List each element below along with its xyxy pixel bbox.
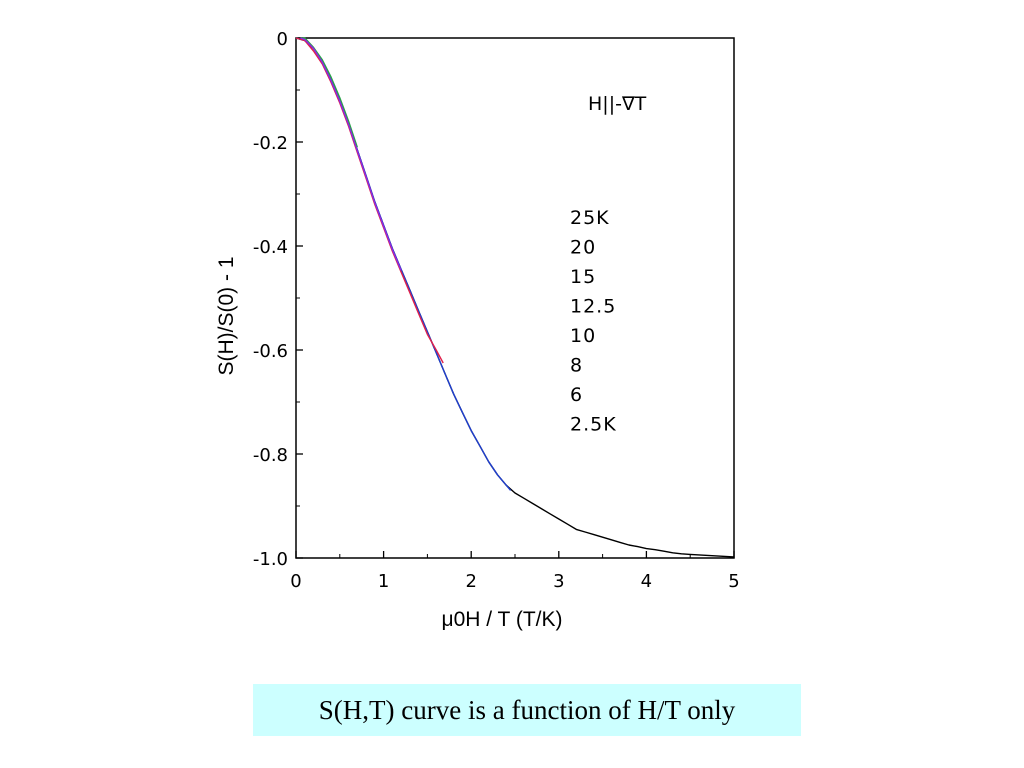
x-tick-label: 3 (553, 571, 564, 592)
x-tick-label: 0 (290, 571, 301, 592)
plot-frame (295, 37, 735, 559)
x-axis-ticks: 0 1 2 3 4 5 (290, 551, 740, 592)
series-line (295, 37, 444, 364)
caption-box: S(H,T) curve is a function of H/T only (253, 684, 801, 736)
legend: 25K 20 15 12.5 10 8 6 2.5K (570, 207, 617, 436)
legend-entry: 12.5 (570, 296, 616, 318)
series-line (295, 37, 735, 558)
y-axis-ticks: 0 -0.2 -0.4 -0.6 -0.8 -1.0 (253, 29, 303, 570)
field-direction-annotation: H||-∇T (588, 93, 647, 115)
legend-entry: 25K (570, 207, 610, 229)
legend-entry: 2.5K (570, 414, 617, 436)
y-tick-label: 0 (277, 29, 288, 50)
x-tick-label: 2 (465, 571, 476, 592)
x-axis-title: μ0H / T (T/K) (441, 608, 562, 631)
series-line (300, 37, 402, 271)
legend-entry: 6 (570, 384, 583, 406)
x-tick-label: 5 (728, 571, 739, 592)
y-tick-label: -1.0 (253, 549, 288, 570)
x-tick-label: 4 (641, 571, 652, 592)
series-line (295, 37, 512, 491)
legend-entry: 8 (570, 355, 583, 377)
y-axis-title: S(H)/S(0) - 1 (215, 256, 238, 375)
y-tick-label: -0.6 (253, 341, 288, 362)
x-tick-label: 1 (378, 571, 389, 592)
y-tick-label: -0.2 (253, 133, 288, 154)
legend-entry: 15 (570, 266, 596, 288)
y-tick-label: -0.4 (253, 237, 288, 258)
y-tick-label: -0.8 (253, 445, 288, 466)
legend-entry: 20 (570, 237, 596, 259)
legend-entry: 10 (570, 325, 596, 347)
series-line (300, 37, 358, 148)
series-layer (295, 37, 735, 558)
